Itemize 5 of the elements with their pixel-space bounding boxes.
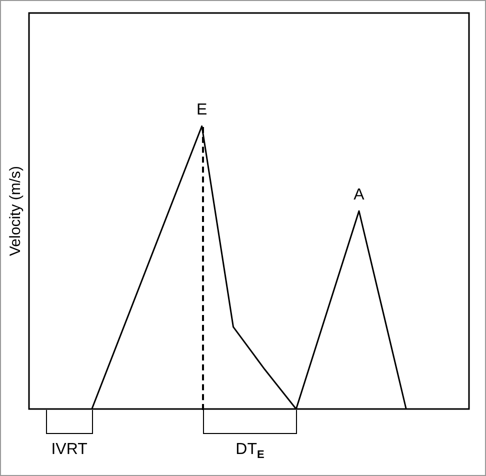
y-axis-title: Velocity (m/s): [7, 166, 24, 256]
text: IVRT: [51, 441, 88, 459]
text: E: [196, 102, 208, 119]
annotation: A: [354, 186, 365, 204]
text: DT$_{E}$: [236, 441, 264, 462]
